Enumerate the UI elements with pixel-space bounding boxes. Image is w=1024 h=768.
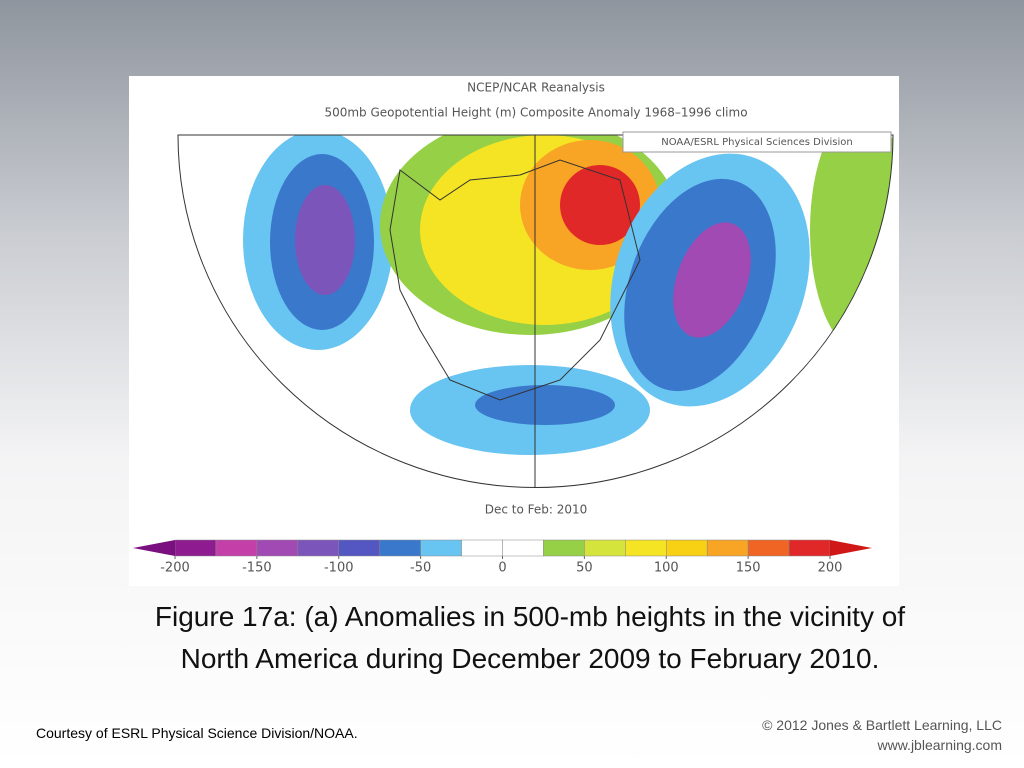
caption: Figure 17a: (a) Anomalies in 500-mb heig… [154, 601, 906, 674]
colorbar-segment [706, 539, 749, 557]
colorbar-tick-label: -200 [160, 561, 190, 576]
colorbar-segment [338, 539, 380, 557]
colorbar-segment [420, 539, 462, 557]
source-box [622, 131, 892, 153]
copyright-block: © 2012 Jones & Bartlett Learning, LLC ww… [762, 715, 1002, 755]
colorbar-segment [584, 539, 626, 557]
copyright: © 2012 Jones & Bartlett Learning, LLC [762, 717, 1002, 733]
website: www.jblearning.com [877, 737, 1003, 753]
colorbar-tick-label: 200 [818, 561, 843, 576]
colorbar-tick-label: 150 [736, 561, 761, 576]
colorbar-segment [461, 539, 503, 557]
period-label: Dec to Feb: 2010 [485, 503, 588, 517]
credit: Courtesy of ESRL Physical Science Divisi… [36, 725, 358, 741]
colorbar: -200 -150 -100 -50 0 50 100 150 200 [133, 539, 872, 576]
colorbar-end [830, 540, 872, 556]
colorbar-end [133, 540, 175, 556]
colorbar-segment [174, 539, 217, 557]
colorbar-segment [625, 539, 667, 557]
colorbar-segment [379, 539, 421, 557]
colorbar-tick-label: -50 [410, 561, 431, 576]
colorbar-segment [666, 539, 708, 557]
colorbar-tick-label: -100 [324, 561, 354, 576]
map-title: NCEP/NCAR Reanalysis [467, 81, 605, 95]
colorbar-segment [747, 539, 790, 557]
colorbar-tick-label: 100 [654, 561, 679, 576]
colorbar-tick-label: 50 [576, 561, 593, 576]
colorbar-tick-label: 0 [498, 561, 506, 576]
map-subtitle: 500mb Geopotential Height (m) Composite … [324, 106, 747, 120]
colorbar-segment [256, 539, 299, 557]
anomaly-map [178, 135, 893, 488]
colorbar-segment [543, 539, 585, 557]
colorbar-segment [297, 539, 339, 557]
colorbar-segment [215, 539, 258, 557]
colorbar-tick-label: -150 [242, 561, 272, 576]
source-label: NOAA/ESRL Physical Sciences Division [661, 137, 853, 148]
colorbar-segment [502, 539, 544, 557]
colorbar-segment [788, 539, 831, 557]
figure: NCEP/NCAR Reanalysis 500mb Geopotential … [133, 80, 894, 576]
map-border [177, 134, 894, 488]
